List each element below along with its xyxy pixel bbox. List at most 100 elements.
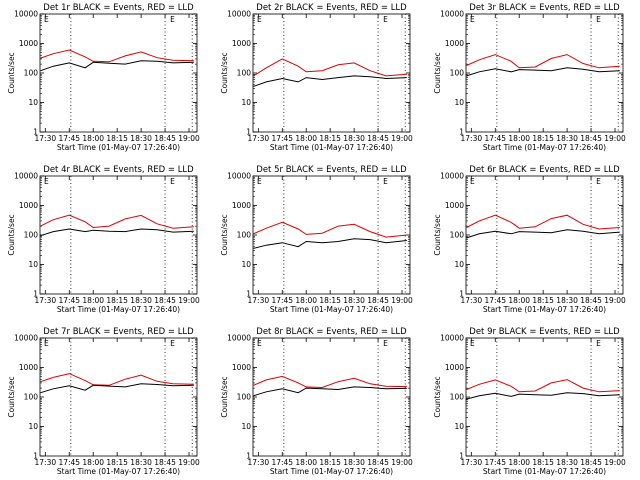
y-tick-label: 1000: [232, 39, 251, 48]
y-tick-label: 100: [237, 231, 252, 240]
y-tick-label: 1000: [445, 201, 464, 210]
y-tick-label: 100: [450, 69, 465, 78]
plot-frame: [465, 13, 624, 133]
x-tick-label: 17:45: [58, 296, 80, 305]
plot-frame: [252, 337, 411, 457]
y-tick-label: 1000: [19, 201, 38, 210]
lld-series-line: [40, 373, 194, 386]
event-marker-label: E: [470, 15, 475, 24]
y-tick-label: 10: [454, 98, 464, 107]
event-marker-label: E: [257, 177, 262, 186]
y-axis-label: Counts/sec: [220, 214, 229, 255]
x-tick-label: 19:00: [391, 296, 413, 305]
x-tick-label: 18:30: [343, 458, 365, 467]
x-axis-label: Start Time (01-May-07 17:26:40): [483, 305, 606, 314]
plot-frame: [39, 175, 198, 295]
plot-frame: [465, 175, 624, 295]
event-marker-label: E: [470, 177, 475, 186]
y-tick-label: 10: [28, 98, 38, 107]
x-axis-label: Start Time (01-May-07 17:26:40): [483, 467, 606, 476]
x-tick-label: 18:00: [295, 458, 317, 467]
chart-title: Det 9r BLACK = Events, RED = LLD: [469, 327, 620, 337]
x-tick-label: 19:00: [604, 134, 626, 143]
chart-title: Det 8r BLACK = Events, RED = LLD: [256, 327, 407, 337]
x-tick-label: 17:30: [248, 134, 270, 143]
y-tick-label: 10000: [227, 334, 251, 343]
event-marker-label: E: [596, 339, 601, 348]
x-tick-label: 17:45: [271, 458, 293, 467]
plot-frame: [39, 337, 198, 457]
y-tick-label: 100: [237, 393, 252, 402]
events-series-line: [253, 238, 407, 249]
x-tick-label: 17:30: [461, 134, 483, 143]
event-marker-label: E: [170, 339, 175, 348]
x-tick-label: 18:30: [556, 296, 578, 305]
plot-frame: [252, 13, 411, 133]
chart-panel-7: Det 7r BLACK = Events, RED = LLD E E 1 10 100…: [7, 327, 200, 476]
x-tick-label: 17:30: [35, 134, 57, 143]
x-tick-label: 18:30: [130, 458, 152, 467]
y-tick-label: 10: [454, 422, 464, 431]
chart-title: Det 2r BLACK = Events, RED = LLD: [256, 3, 407, 13]
x-tick-label: 18:30: [343, 296, 365, 305]
chart-panel-3: Det 3r BLACK = Events, RED = LLD E E 1 10 100…: [433, 3, 626, 152]
x-tick-label: 17:30: [461, 296, 483, 305]
event-marker-label: E: [383, 339, 388, 348]
x-tick-label: 18:45: [154, 296, 176, 305]
y-tick-label: 100: [450, 231, 465, 240]
y-tick-label: 100: [24, 231, 39, 240]
y-tick-label: 1: [33, 128, 38, 137]
chart-title: Det 1r BLACK = Events, RED = LLD: [43, 3, 194, 13]
plot-frame: [39, 13, 198, 133]
y-tick-label: 1000: [445, 363, 464, 372]
y-tick-label: 1000: [19, 39, 38, 48]
x-tick-label: 17:30: [248, 296, 270, 305]
y-tick-label: 100: [24, 69, 39, 78]
y-tick-label: 1000: [445, 39, 464, 48]
event-marker-label: E: [596, 15, 601, 24]
x-tick-label: 18:15: [106, 458, 128, 467]
y-tick-label: 1: [459, 452, 464, 461]
x-tick-label: 18:30: [130, 134, 152, 143]
lld-series-line: [40, 214, 194, 229]
x-tick-label: 18:45: [580, 296, 602, 305]
x-tick-label: 18:45: [580, 458, 602, 467]
x-tick-label: 17:45: [484, 458, 506, 467]
y-tick-label: 10000: [14, 10, 38, 19]
y-axis-label: Counts/sec: [7, 376, 16, 417]
x-tick-label: 18:00: [295, 134, 317, 143]
x-tick-label: 19:00: [604, 296, 626, 305]
x-tick-label: 18:15: [319, 134, 341, 143]
y-tick-label: 10: [241, 98, 251, 107]
x-axis-label: Start Time (01-May-07 17:26:40): [57, 305, 180, 314]
x-axis-label: Start Time (01-May-07 17:26:40): [270, 143, 393, 152]
x-tick-label: 17:45: [484, 296, 506, 305]
lld-series-line: [253, 375, 407, 389]
x-tick-label: 18:00: [82, 458, 104, 467]
y-tick-label: 100: [450, 393, 465, 402]
event-marker-label: E: [44, 339, 49, 348]
plot-frame: [465, 337, 624, 457]
event-marker-label: E: [44, 15, 49, 24]
y-tick-label: 10000: [227, 172, 251, 181]
events-series-line: [466, 229, 620, 239]
y-tick-label: 1: [459, 290, 464, 299]
x-tick-label: 17:45: [58, 134, 80, 143]
y-tick-label: 1: [246, 128, 251, 137]
chart-panel-9: Det 9r BLACK = Events, RED = LLD E E 1 10 100…: [433, 327, 626, 476]
x-axis-label: Start Time (01-May-07 17:26:40): [57, 143, 180, 152]
x-tick-label: 17:30: [35, 296, 57, 305]
x-tick-label: 18:00: [508, 458, 530, 467]
y-tick-label: 1000: [232, 201, 251, 210]
x-tick-label: 18:15: [106, 296, 128, 305]
y-tick-label: 10: [28, 260, 38, 269]
x-axis-label: Start Time (01-May-07 17:26:40): [483, 143, 606, 152]
y-tick-label: 10: [28, 422, 38, 431]
events-series-line: [40, 383, 194, 394]
x-tick-label: 18:45: [367, 296, 389, 305]
x-axis-label: Start Time (01-May-07 17:26:40): [270, 467, 393, 476]
x-axis-label: Start Time (01-May-07 17:26:40): [57, 467, 180, 476]
chart-panel-6: Det 6r BLACK = Events, RED = LLD E E 1 10 100…: [433, 165, 626, 314]
y-tick-label: 1: [246, 452, 251, 461]
